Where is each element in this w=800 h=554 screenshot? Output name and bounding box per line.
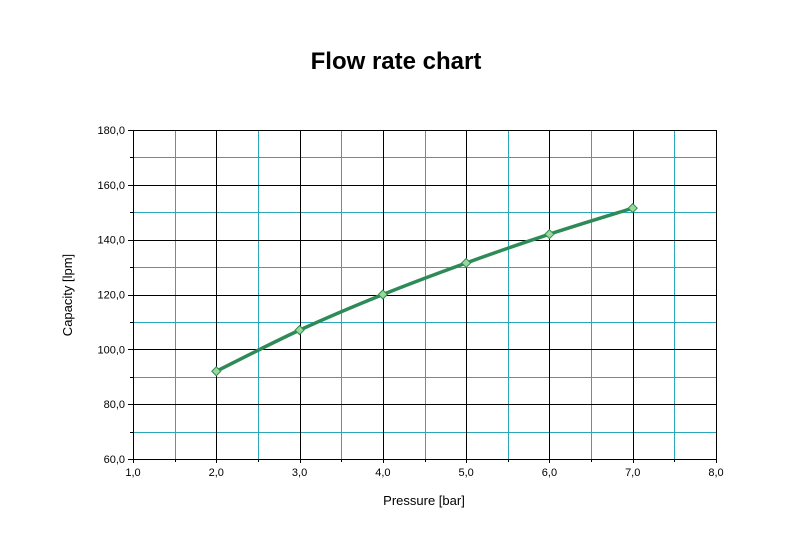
x-axis-title: Pressure [bar] (383, 493, 465, 508)
data-point-marker (544, 228, 555, 240)
series-line (214, 206, 635, 374)
y-tick-label: 120,0 (97, 290, 125, 302)
data-point-marker (460, 257, 472, 269)
x-tick-label: 7,0 (625, 467, 640, 479)
y-axis-title: Capacity [lpm] (60, 254, 75, 336)
chart-title: Flow rate chart (311, 48, 482, 75)
x-axis-ticks: 1,0 2,0 3,0 4,0 5,0 6,0 7,0 8,0 (125, 459, 724, 479)
y-tick-label: 140,0 (97, 235, 125, 247)
x-tick-label: 8,0 (708, 467, 723, 479)
y-tick-label: 100,0 (97, 344, 125, 356)
x-tick-label: 5,0 (458, 467, 473, 479)
data-point-marker (294, 324, 305, 336)
y-tick-label: 60,0 (104, 454, 125, 466)
y-axis-ticks: 60,0 80,0 100,0 120,0 140,0 160,0 180,0 (97, 125, 133, 466)
data-point-marker (211, 366, 222, 377)
x-tick-label: 3,0 (292, 467, 307, 479)
x-tick-label: 1,0 (125, 467, 140, 479)
data-point-marker (627, 202, 638, 214)
y-tick-label: 80,0 (104, 399, 125, 411)
x-tick-label: 2,0 (209, 467, 224, 479)
series-layer (211, 202, 638, 377)
y-tick-label: 160,0 (97, 180, 125, 192)
data-point-marker (377, 289, 389, 300)
x-tick-label: 4,0 (375, 467, 390, 479)
y-tick-label: 180,0 (97, 125, 125, 137)
major-grid (133, 130, 716, 459)
x-tick-label: 6,0 (542, 467, 557, 479)
minor-grid (133, 130, 716, 459)
